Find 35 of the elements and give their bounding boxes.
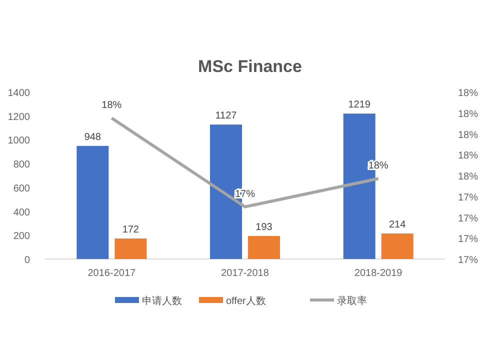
y2-tick-label: 17%	[458, 234, 478, 246]
y-tick-label: 400	[13, 207, 30, 218]
x-tick-label: 2018-2019	[354, 268, 403, 279]
bar	[114, 238, 147, 259]
y-tick-label: 1200	[8, 112, 30, 123]
data-label: 172	[122, 224, 140, 236]
y-tick-label: 600	[13, 183, 30, 194]
data-label: 18%	[102, 100, 122, 112]
data-label: 193	[256, 222, 273, 233]
y2-tick-label: 18%	[458, 150, 478, 162]
y2-tick-label: 18%	[458, 130, 478, 141]
legend-label: offer人数	[226, 296, 266, 307]
y2-tick-label: 17%	[458, 255, 478, 266]
y-tick-label: 1000	[8, 136, 30, 147]
y-tick-label: 1400	[8, 88, 30, 99]
y2-tick-label: 18%	[458, 108, 478, 120]
data-label: 214	[388, 219, 406, 230]
legend-label: 录取率	[337, 295, 367, 307]
y-tick-label: 0	[24, 255, 30, 266]
data-label: 1219	[348, 100, 371, 111]
data-label: 1127	[215, 110, 238, 122]
legend-label: 申请人数	[142, 295, 182, 307]
bar	[76, 146, 109, 259]
y2-tick-label: 18%	[458, 172, 478, 182]
y2-tick-label: 18%	[458, 88, 478, 99]
data-label: 948	[84, 132, 102, 143]
bar	[381, 233, 414, 259]
x-tick-label: 2016-2017	[88, 268, 136, 279]
y-tick-label: 800	[13, 160, 30, 171]
chart-title: MSc Finance	[198, 57, 302, 76]
y2-tick-label: 17%	[458, 192, 478, 204]
bar	[248, 236, 280, 259]
y-tick-label: 200	[13, 231, 30, 242]
x-tick-label: 2017-2018	[221, 268, 270, 279]
y2-tick-label: 17%	[458, 213, 478, 224]
